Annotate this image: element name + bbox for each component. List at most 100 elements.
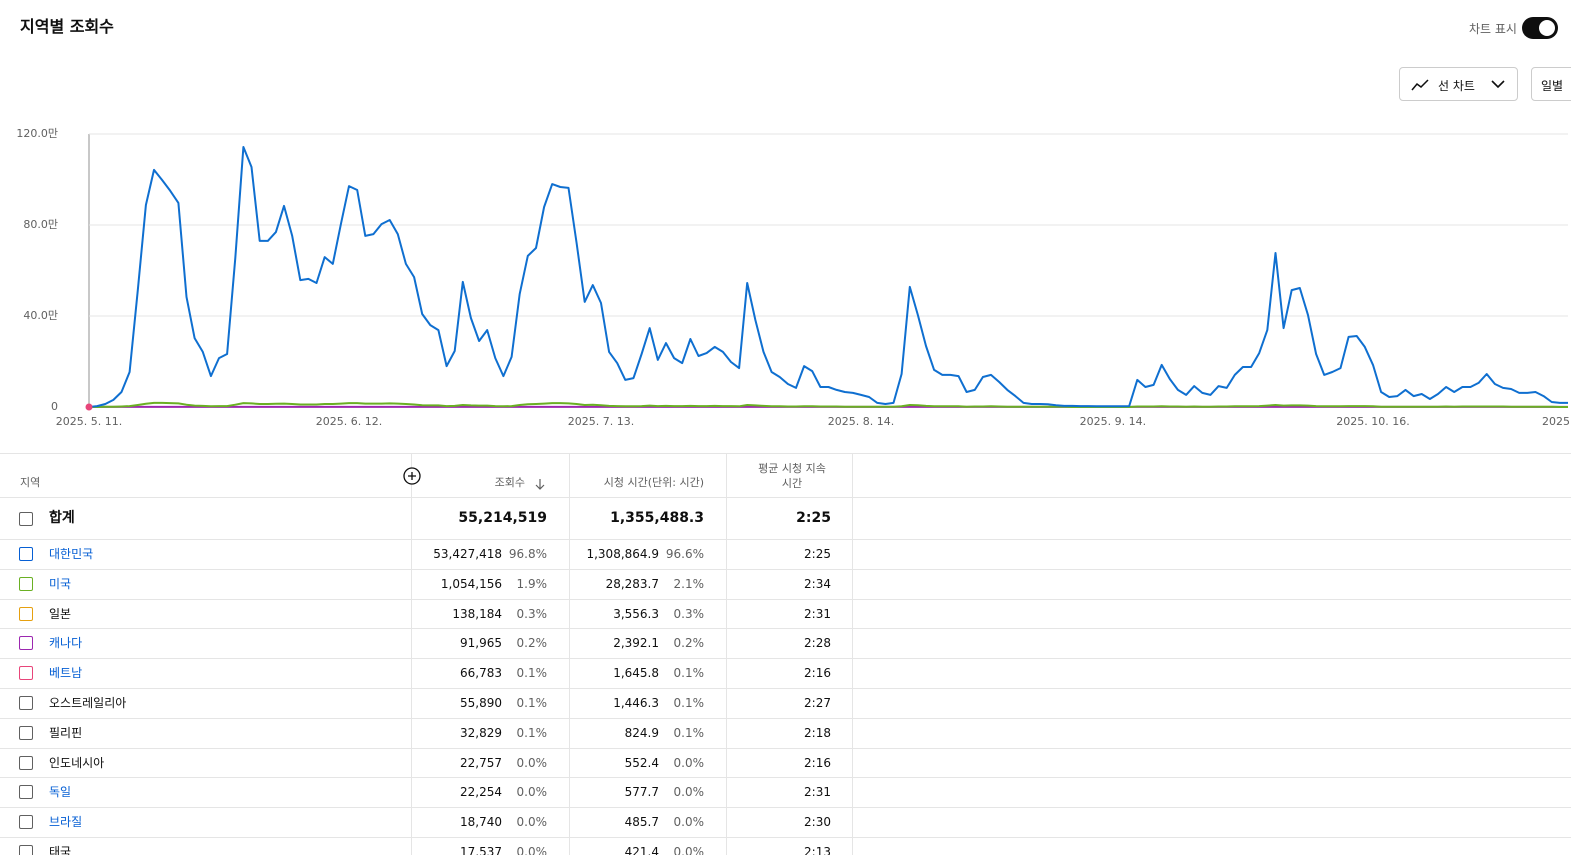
- row-border: [0, 658, 1571, 659]
- watch-time: 3,556.3: [613, 606, 659, 621]
- views: 55,890: [460, 695, 502, 710]
- views: 91,965: [460, 636, 502, 651]
- line-icon: [1411, 79, 1429, 91]
- avg-duration: 2:25: [804, 546, 831, 561]
- avg-duration: 2:34: [804, 576, 831, 591]
- row-border: [0, 807, 1571, 808]
- column-header: 시청 시간(단위: 시간): [603, 476, 704, 489]
- avg-duration: 2:16: [804, 755, 831, 770]
- views: 32,829: [460, 725, 502, 740]
- views-share: 0.1%: [516, 725, 548, 740]
- watch-time-share: 2.1%: [673, 576, 705, 591]
- watch-time-share: 0.0%: [673, 844, 705, 855]
- watch-time: 2,392.1: [613, 636, 659, 651]
- avg-duration: 2:16: [804, 666, 831, 681]
- watch-time-share: 0.2%: [673, 636, 705, 651]
- views-share: 0.1%: [516, 695, 548, 710]
- column-header: 조회수: [494, 476, 525, 489]
- x-tick-label: 2025. 11. 17.: [1542, 415, 1571, 428]
- views-share: 0.0%: [516, 755, 548, 770]
- avg-duration: 2:30: [804, 815, 831, 830]
- watch-time: 1,645.8: [613, 666, 659, 681]
- watch-time: 577.7: [624, 785, 659, 800]
- watch-time-share: 96.6%: [665, 546, 704, 561]
- chart-toggle[interactable]: [1522, 17, 1558, 39]
- sort-arrow[interactable]: [535, 478, 545, 490]
- views-share: 96.8%: [508, 546, 547, 561]
- checkbox[interactable]: [19, 512, 33, 526]
- row-border: [0, 777, 1571, 778]
- checkbox[interactable]: [19, 606, 33, 621]
- period-label: 일별: [1541, 79, 1564, 93]
- checkbox[interactable]: [19, 785, 33, 800]
- y-tick-label: 80.0만: [23, 218, 58, 231]
- checkbox[interactable]: [19, 725, 33, 740]
- table-border: [0, 539, 1571, 540]
- row-border: [0, 628, 1571, 629]
- region-name: 인도네시아: [49, 755, 105, 770]
- watch-time-share: 0.3%: [673, 606, 705, 621]
- x-tick-label: 2025. 7. 13.: [568, 415, 634, 428]
- table-border: [0, 497, 1571, 498]
- avg-duration: 2:28: [804, 636, 831, 651]
- cursor-dot: [85, 403, 93, 411]
- chart: 0 40.0만 80.0만 120.0만 2025. 5. 11. 2025. 6. 12…: [16, 127, 1571, 428]
- region-name: 태국: [49, 844, 72, 855]
- checkbox[interactable]: [19, 636, 33, 651]
- chevron: [1491, 80, 1505, 89]
- region-name[interactable]: 브라질: [49, 815, 83, 830]
- row-border: [0, 599, 1571, 600]
- y-tick-label: 40.0만: [23, 309, 58, 322]
- column-border: [569, 454, 570, 855]
- views-share: 1.9%: [516, 576, 548, 591]
- region-name: 오스트레일리아: [49, 695, 127, 710]
- x-tick-label: 2025. 9. 14.: [1080, 415, 1146, 428]
- period-button[interactable]: 일별: [1531, 67, 1571, 101]
- views-share: 0.2%: [516, 636, 548, 651]
- views-share: 0.3%: [516, 606, 548, 621]
- dropdown-label: 선 차트: [1438, 79, 1475, 93]
- x-tick-label: 2025. 8. 14.: [828, 415, 894, 428]
- region-name[interactable]: 대한민국: [49, 546, 94, 561]
- column-border: [852, 454, 853, 855]
- watch-time: 28,283.7: [605, 576, 659, 591]
- y-tick-label: 120.0만: [16, 127, 58, 140]
- checkbox[interactable]: [19, 546, 33, 561]
- region-name[interactable]: 캐나다: [49, 636, 83, 651]
- column-header: 평균 시청 지속 시간: [758, 462, 826, 490]
- checkbox[interactable]: [19, 666, 33, 681]
- avg-duration: 2:31: [804, 606, 831, 621]
- checkbox[interactable]: [19, 844, 33, 855]
- watch-time-share: 0.0%: [673, 755, 705, 770]
- region-name[interactable]: 베트남: [49, 666, 83, 681]
- checkbox[interactable]: [19, 695, 33, 710]
- chart-type-dropdown[interactable]: 선 차트: [1399, 67, 1518, 101]
- x-tick-label: 2025. 5. 11.: [56, 415, 122, 428]
- checkbox[interactable]: [19, 755, 33, 770]
- page-title: 지역별 조회수: [20, 17, 114, 36]
- total-watch-time: 1,355,488.3: [610, 510, 704, 526]
- watch-time-share: 0.1%: [673, 695, 705, 710]
- x-tick-label: 2025. 6. 12.: [316, 415, 382, 428]
- avg-duration: 2:18: [804, 725, 831, 740]
- add-column-button[interactable]: [402, 466, 422, 486]
- watch-time-share: 0.1%: [673, 666, 705, 681]
- watch-time: 1,308,864.9: [586, 546, 659, 561]
- region-name[interactable]: 독일: [49, 785, 72, 800]
- x-tick-label: 2025. 10. 16.: [1336, 415, 1409, 428]
- row-border: [0, 837, 1571, 838]
- views-share: 0.0%: [516, 785, 548, 800]
- checkbox[interactable]: [19, 576, 33, 591]
- watch-time-share: 0.0%: [673, 785, 705, 800]
- series-line: [88, 146, 1568, 408]
- column-border: [726, 454, 727, 855]
- views: 18,740: [460, 815, 502, 830]
- region-name[interactable]: 미국: [49, 576, 72, 591]
- watch-time: 485.7: [624, 815, 659, 830]
- watch-time-share: 0.1%: [673, 725, 705, 740]
- table-border: [0, 453, 1571, 454]
- checkbox[interactable]: [19, 815, 33, 830]
- watch-time: 421.4: [624, 844, 659, 855]
- total-views: 55,214,519: [458, 510, 547, 526]
